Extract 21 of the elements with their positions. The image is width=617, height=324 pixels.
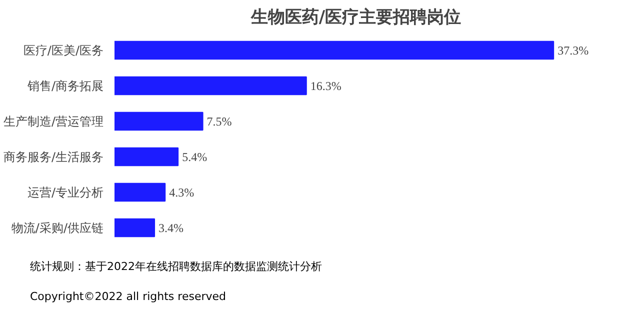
y-tick-label: 运营/专业分析	[27, 185, 104, 200]
chart-title: 生物医药/医疗主要招聘岗位	[250, 8, 462, 28]
data-label: 7.5%	[206, 114, 232, 128]
y-tick-label: 销售/商务拓展	[26, 78, 104, 93]
bar	[114, 40, 554, 60]
bar	[114, 182, 166, 202]
y-tick-label: 医疗/医美/医务	[23, 43, 104, 58]
data-label: 37.3%	[558, 43, 589, 58]
data-label: 4.3%	[169, 185, 194, 200]
text: Copyright©2022 all rights reserved	[30, 288, 226, 304]
bar	[114, 147, 179, 166]
bar	[114, 218, 156, 238]
text: 统计规则：基于2022年在线招聘数据库的数据监测统计分析	[30, 259, 322, 275]
y-tick-label: 商务服务/生活服务	[3, 150, 104, 164]
bar	[114, 76, 307, 96]
data-label: 5.4%	[182, 150, 208, 164]
y-tick-label: 生产制造/营运管理	[3, 114, 104, 128]
bar	[114, 112, 204, 131]
data-label: 3.4%	[158, 220, 184, 235]
data-label: 16.3%	[310, 78, 342, 93]
y-tick-label: 物流/采购/供应链	[11, 220, 104, 235]
